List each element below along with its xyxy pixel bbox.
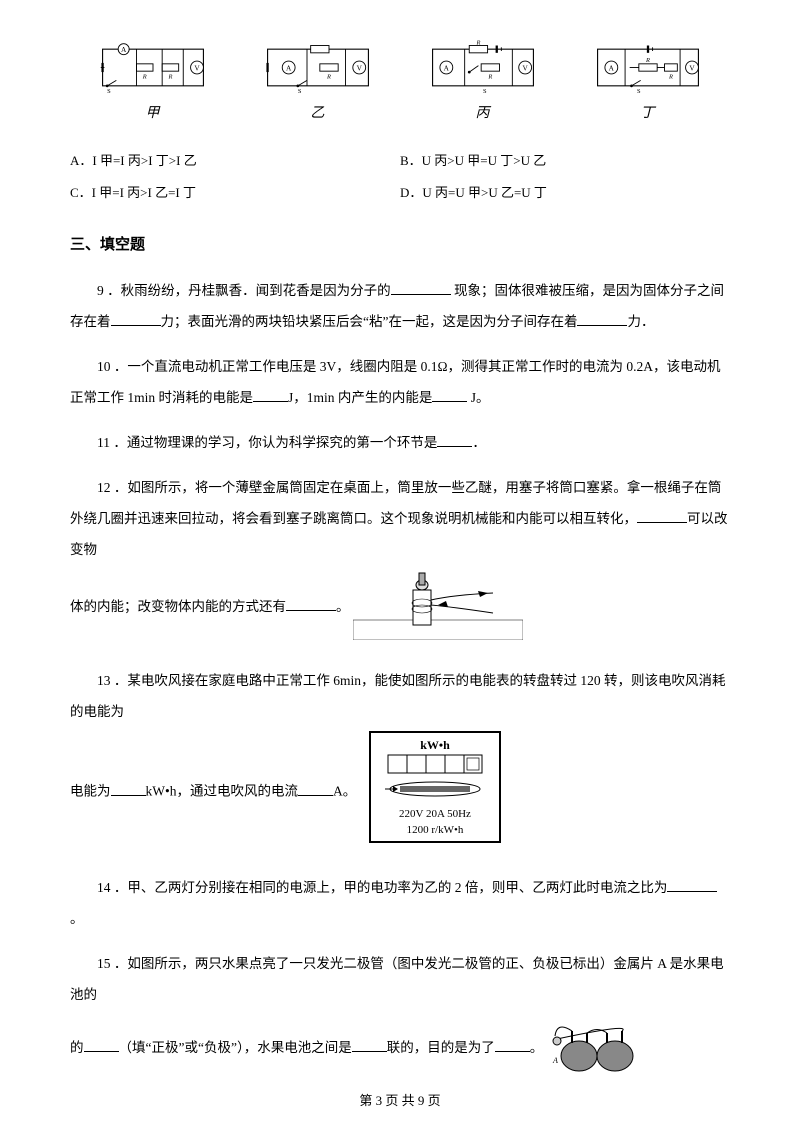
q13-p1b: 电能为	[70, 784, 111, 799]
blank	[637, 510, 687, 524]
q11-p1: 11 ．通过物理课的学习，你认为科学探究的第一个环节是	[97, 435, 437, 450]
q15-p4: 。	[530, 1040, 544, 1055]
q14-p2: 。	[70, 911, 84, 926]
fruit-battery-image: A	[547, 1011, 642, 1087]
answer-options: A．I 甲=I 丙>I 丁>I 乙 B．U 丙>U 甲=U 丁>U 乙 C．I …	[70, 145, 730, 207]
blank	[352, 1038, 387, 1052]
blank	[298, 782, 333, 796]
blank	[391, 281, 451, 295]
section-3-title: 三、填空题	[70, 233, 730, 257]
svg-text:R: R	[667, 74, 672, 81]
blank	[84, 1038, 119, 1052]
option-d: D．U 丙=U 甲>U 乙=U 丁	[400, 177, 730, 208]
circuit-ding: A R R V S	[593, 40, 703, 95]
q13-p1: 13 ．某电吹风接在家庭电路中正常工作 6min，能使如图所示的电能表的转盘转过…	[70, 673, 726, 719]
svg-text:R: R	[326, 74, 331, 81]
blank	[253, 388, 288, 402]
question-15: 15 ．如图所示，两只水果点亮了一只发光二极管（图中发光二极管的正、负极已标出）…	[70, 948, 730, 1086]
q9-p3: 力；表面光滑的两块铅块紧压后会“粘”在一起，这是因为分子间存在着	[161, 314, 578, 329]
option-a: A．I 甲=I 丙>I 丁>I 乙	[70, 145, 400, 176]
svg-text:R: R	[487, 74, 492, 81]
q14-p1: 14 ．甲、乙两灯分别接在相同的电源上，甲的电功率为乙的 2 倍，则甲、乙两灯此…	[97, 880, 667, 895]
circuit-diagrams-row: A R R V S A R V S A R R V S	[70, 40, 730, 95]
energy-meter-image: kW•h 220V 20A 50Hz 1200 r/kW•h	[360, 727, 510, 858]
svg-text:S: S	[483, 88, 487, 95]
circuit-jia: A R R V S	[98, 40, 208, 95]
svg-text:S: S	[637, 88, 641, 95]
label-yi: 乙	[311, 103, 325, 125]
meter-unit: kW•h	[420, 738, 450, 752]
blank	[111, 312, 161, 326]
q10-p3: J。	[467, 390, 489, 405]
svg-text:A: A	[286, 63, 292, 72]
q9-p4: 力．	[627, 314, 654, 329]
blank	[111, 782, 146, 796]
label-jia: 甲	[146, 103, 160, 125]
question-13: 13 ．某电吹风接在家庭电路中正常工作 6min，能使如图所示的电能表的转盘转过…	[70, 665, 730, 858]
circuit-bing: A R R V S	[428, 40, 538, 95]
q15-p1: 15 ．如图所示，两只水果点亮了一只发光二极管（图中发光二极管的正、负极已标出）…	[70, 956, 724, 1002]
svg-text:R: R	[167, 74, 172, 81]
q9-p1: 9 ．秋雨纷纷，丹桂飘香．闻到花香是因为分子的	[97, 283, 391, 298]
blank	[495, 1038, 530, 1052]
svg-text:A: A	[443, 63, 449, 72]
q15-p3: 联的，目的是为了	[387, 1040, 495, 1055]
svg-text:V: V	[356, 63, 362, 72]
svg-text:V: V	[689, 63, 695, 72]
label-ding: 丁	[641, 103, 655, 125]
circuit-yi: A R V S	[263, 40, 373, 95]
svg-text:R: R	[645, 57, 650, 64]
svg-text:A: A	[608, 63, 614, 72]
tube-experiment-image	[353, 565, 523, 651]
meter-line1: 220V 20A 50Hz	[399, 808, 471, 820]
blank	[667, 879, 717, 893]
svg-text:A: A	[552, 1056, 558, 1065]
q13-p2: kW•h，通过电吹风的电流	[146, 784, 298, 799]
q15-p2: （填“正极”或“负极”），水果电池之间是	[119, 1040, 352, 1055]
label-bing: 丙	[476, 103, 490, 125]
page-footer: 第 3 页 共 9 页	[0, 1091, 800, 1112]
q15-p1b: 的	[70, 1040, 84, 1055]
meter-line2: 1200 r/kW•h	[406, 824, 463, 836]
blank	[432, 388, 467, 402]
question-14: 14 ．甲、乙两灯分别接在相同的电源上，甲的电功率为乙的 2 倍，则甲、乙两灯此…	[70, 872, 730, 934]
question-10: 10 ．一个直流电动机正常工作电压是 3V，线圈内阻是 0.1Ω，测得其正常工作…	[70, 351, 730, 413]
q10-p2: J，1min 内产生的内能是	[288, 390, 432, 405]
q11-p2: ．	[472, 435, 486, 450]
svg-text:S: S	[107, 88, 111, 95]
question-12: 12 ．如图所示，将一个薄壁金属筒固定在桌面上，筒里放一些乙醚，用塞子将筒口塞紧…	[70, 472, 730, 651]
q12-p1: 12 ．如图所示，将一个薄壁金属筒固定在桌面上，筒里放一些乙醚，用塞子将筒口塞紧…	[70, 480, 721, 526]
q12-p3: 。	[336, 599, 350, 614]
question-9: 9 ．秋雨纷纷，丹桂飘香．闻到花香是因为分子的 现象；固体很难被压缩，是因为固体…	[70, 275, 730, 337]
svg-text:V: V	[522, 63, 528, 72]
blank	[286, 598, 336, 612]
blank	[437, 433, 472, 447]
q13-p3: A。	[333, 784, 356, 799]
blank	[577, 312, 627, 326]
circuit-labels-row: 甲 乙 丙 丁	[70, 103, 730, 125]
svg-text:R: R	[475, 40, 480, 47]
q12-p2b: 体的内能；改变物体内能的方式还有	[70, 599, 286, 614]
option-b: B．U 丙>U 甲=U 丁>U 乙	[400, 145, 730, 176]
svg-text:V: V	[194, 63, 200, 72]
svg-text:A: A	[121, 45, 127, 54]
svg-text:S: S	[297, 88, 301, 95]
svg-text:R: R	[141, 74, 146, 81]
option-c: C．I 甲=I 丙>I 乙=I 丁	[70, 177, 400, 208]
question-11: 11 ．通过物理课的学习，你认为科学探究的第一个环节是 ．	[70, 427, 730, 458]
